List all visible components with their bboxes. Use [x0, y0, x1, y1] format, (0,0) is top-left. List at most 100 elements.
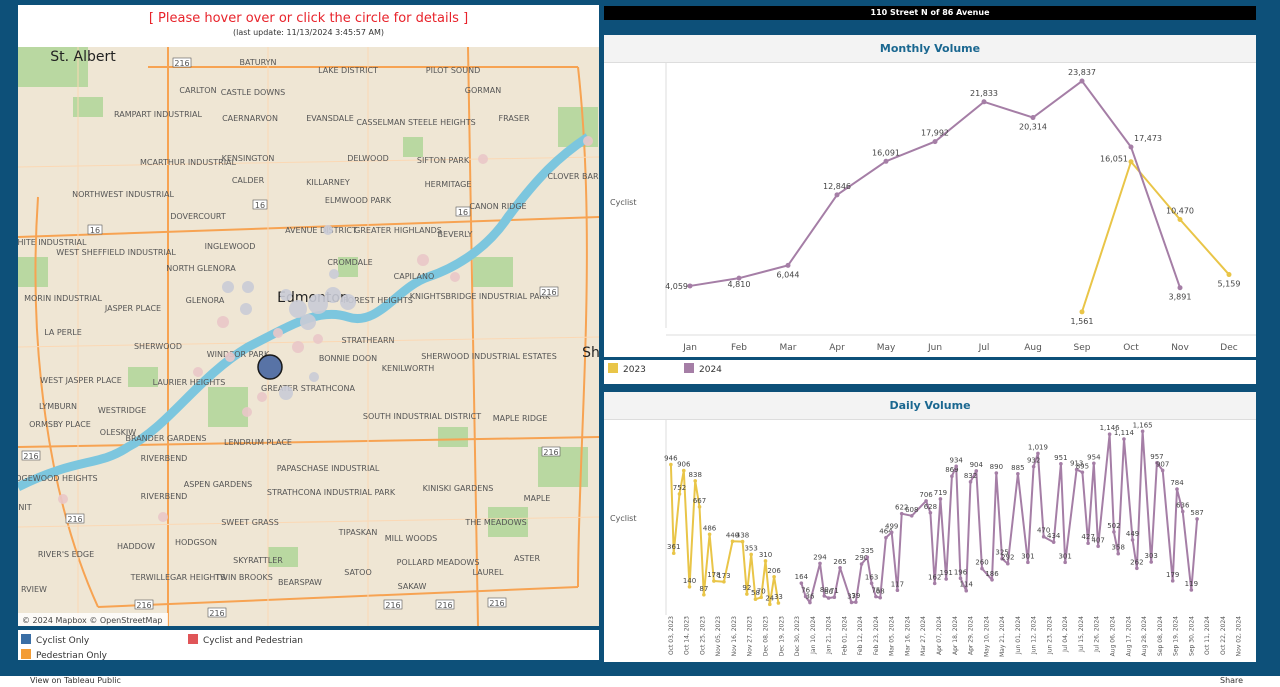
daily-point-2023[interactable]	[776, 601, 781, 605]
monthly-point-2024[interactable]	[834, 192, 840, 198]
daily-point-2024[interactable]	[1149, 560, 1153, 564]
daily-point-2024[interactable]	[1092, 461, 1096, 466]
daily-point-2023[interactable]	[768, 602, 772, 607]
daily-point-2024[interactable]	[924, 499, 928, 503]
counter-marker[interactable]	[242, 281, 254, 293]
daily-point-2024[interactable]	[974, 469, 979, 473]
counter-marker[interactable]	[240, 303, 252, 315]
daily-point-2023[interactable]	[759, 595, 763, 600]
daily-point-2024[interactable]	[832, 595, 837, 600]
counter-marker[interactable]	[292, 341, 304, 353]
daily-point-2023[interactable]	[681, 468, 686, 473]
daily-point-2023[interactable]	[677, 492, 682, 496]
daily-point-2024[interactable]	[869, 581, 874, 586]
daily-point-2024[interactable]	[938, 497, 943, 501]
daily-point-2024[interactable]	[1041, 534, 1046, 539]
monthly-point-2024[interactable]	[687, 283, 693, 289]
daily-point-2024[interactable]	[849, 600, 854, 605]
counter-markers[interactable]	[58, 136, 593, 522]
counter-marker[interactable]	[313, 334, 323, 344]
daily-point-2024[interactable]	[990, 577, 994, 582]
daily-point-2023[interactable]	[740, 539, 745, 544]
monthly-point-2024[interactable]	[932, 139, 938, 145]
daily-point-2024[interactable]	[950, 474, 954, 479]
daily-point-2024[interactable]	[826, 596, 831, 600]
daily-point-2023[interactable]	[749, 552, 753, 557]
counter-map[interactable]: St. Albert Edmonton Sh RVIEW NIT BATURYN…	[18, 47, 599, 626]
counter-marker[interactable]	[329, 269, 339, 279]
counter-marker[interactable]	[280, 289, 292, 301]
counter-marker[interactable]	[325, 287, 341, 303]
daily-point-2023[interactable]	[763, 559, 768, 563]
counter-marker[interactable]	[340, 294, 356, 310]
daily-point-2024[interactable]	[1122, 437, 1126, 441]
daily-point-2024[interactable]	[895, 588, 900, 593]
daily-point-2024[interactable]	[859, 562, 864, 566]
daily-point-2024[interactable]	[1074, 467, 1079, 472]
counter-marker[interactable]	[417, 254, 429, 266]
counter-marker[interactable]	[217, 316, 229, 328]
daily-point-2024[interactable]	[799, 581, 804, 585]
daily-point-2024[interactable]	[878, 595, 883, 600]
daily-point-2023[interactable]	[722, 579, 726, 584]
daily-point-2024[interactable]	[1059, 461, 1063, 466]
daily-point-2023[interactable]	[707, 532, 712, 537]
daily-point-2023[interactable]	[772, 574, 776, 579]
daily-point-2024[interactable]	[944, 577, 948, 581]
daily-point-2024[interactable]	[889, 530, 894, 535]
counter-marker[interactable]	[222, 281, 234, 293]
daily-point-2024[interactable]	[818, 561, 822, 566]
counter-marker[interactable]	[323, 225, 333, 235]
daily-point-2024[interactable]	[884, 535, 888, 540]
counter-marker[interactable]	[289, 300, 307, 318]
daily-point-2023[interactable]	[730, 539, 735, 544]
daily-point-2024[interactable]	[854, 600, 858, 604]
monthly-point-2023[interactable]	[1177, 217, 1183, 223]
monthly-point-2024[interactable]	[785, 262, 791, 268]
daily-point-2023[interactable]	[697, 505, 702, 509]
daily-point-2024[interactable]	[958, 576, 963, 581]
daily-point-2024[interactable]	[1107, 432, 1112, 436]
daily-point-2024[interactable]	[1080, 470, 1085, 475]
daily-point-2024[interactable]	[1006, 561, 1010, 566]
daily-point-2024[interactable]	[1130, 538, 1135, 542]
counter-marker[interactable]	[300, 314, 316, 330]
year-legend-2024[interactable]: 2024	[684, 363, 722, 375]
daily-point-2024[interactable]	[1036, 451, 1040, 456]
monthly-point-2023[interactable]	[1226, 272, 1232, 278]
daily-point-2024[interactable]	[1175, 487, 1179, 491]
counter-marker[interactable]	[309, 372, 319, 382]
daily-point-2024[interactable]	[808, 600, 812, 605]
daily-point-2023[interactable]	[671, 551, 676, 556]
monthly-series-line-2023[interactable]	[1081, 159, 1230, 313]
counter-marker[interactable]	[242, 407, 252, 417]
share-button[interactable]: Share	[1220, 676, 1244, 685]
monthly-volume-chart[interactable]: Cyclist Jan Feb Mar Apr May Jun Jul Aug Sep Oct No…	[604, 63, 1256, 357]
counter-marker[interactable]	[58, 494, 68, 504]
daily-point-2024[interactable]	[1051, 540, 1056, 544]
counter-marker[interactable]	[478, 154, 488, 164]
daily-point-2024[interactable]	[1180, 509, 1185, 514]
counter-marker[interactable]	[273, 328, 283, 338]
daily-point-2024[interactable]	[994, 471, 999, 475]
daily-point-2023[interactable]	[745, 592, 749, 596]
daily-point-2023[interactable]	[687, 584, 692, 589]
counter-marker[interactable]	[308, 294, 328, 314]
daily-point-2024[interactable]	[1096, 544, 1100, 549]
daily-point-2024[interactable]	[1000, 556, 1004, 561]
daily-point-2023[interactable]	[693, 479, 698, 483]
daily-point-2024[interactable]	[1140, 429, 1145, 434]
monthly-point-2024[interactable]	[1177, 285, 1183, 291]
daily-point-2024[interactable]	[909, 513, 914, 518]
counter-marker[interactable]	[583, 136, 593, 146]
daily-point-2024[interactable]	[874, 594, 878, 599]
legend-item-cyclist-and-pedestrian[interactable]: Cyclist and Pedestrian	[188, 634, 303, 646]
daily-point-2024[interactable]	[968, 480, 973, 484]
view-on-tableau-link[interactable]: View on Tableau Public	[30, 676, 121, 685]
daily-point-2024[interactable]	[1155, 461, 1159, 465]
daily-point-2024[interactable]	[1116, 551, 1121, 556]
counter-marker[interactable]	[193, 367, 203, 377]
daily-point-2024[interactable]	[1189, 588, 1194, 592]
daily-point-2024[interactable]	[1026, 560, 1030, 565]
monthly-point-2024[interactable]	[981, 99, 987, 105]
